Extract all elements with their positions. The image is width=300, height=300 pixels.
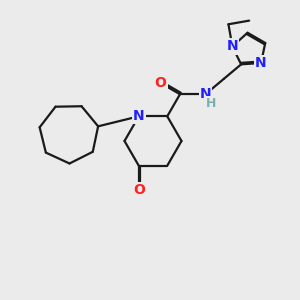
Text: N: N: [226, 39, 238, 53]
Text: N: N: [133, 109, 145, 123]
Text: N: N: [255, 56, 267, 70]
Text: O: O: [133, 183, 145, 197]
Text: N: N: [200, 87, 211, 101]
Text: H: H: [206, 97, 216, 110]
Text: O: O: [154, 76, 166, 90]
